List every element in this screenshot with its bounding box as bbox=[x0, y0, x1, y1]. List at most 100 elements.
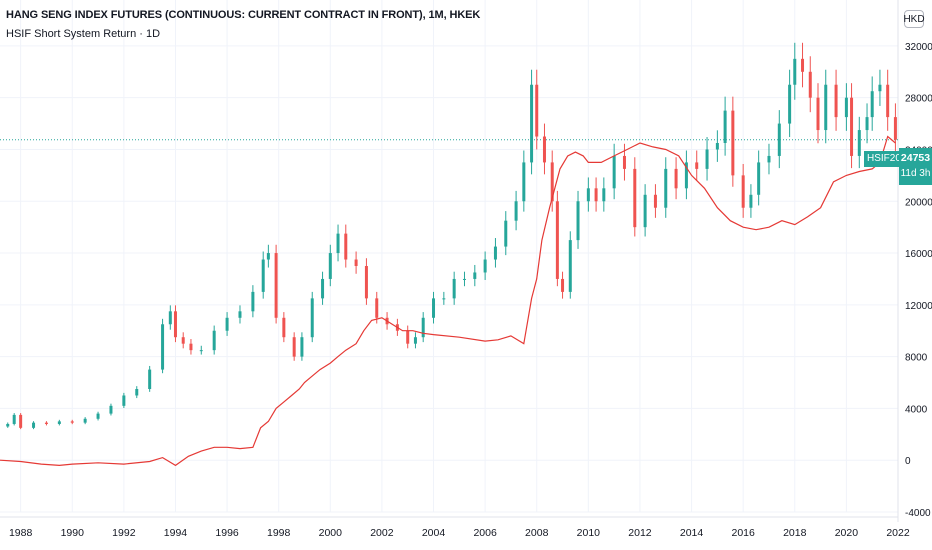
x-tick-label: 1996 bbox=[215, 527, 239, 539]
candle-body bbox=[816, 97, 820, 131]
candle-body bbox=[857, 130, 861, 156]
x-tick-label: 2020 bbox=[835, 527, 859, 539]
y-tick-label: 12000 bbox=[905, 301, 932, 312]
candle-body bbox=[844, 97, 848, 118]
candle-body bbox=[189, 343, 193, 351]
candle-body bbox=[870, 91, 874, 118]
candle-body bbox=[181, 337, 185, 344]
candle-body bbox=[354, 259, 358, 266]
candle-body bbox=[643, 194, 647, 228]
x-tick-label: 1998 bbox=[267, 527, 291, 539]
candle-body bbox=[886, 84, 890, 118]
x-tick-label: 2010 bbox=[577, 527, 601, 539]
x-tick-label: 2022 bbox=[886, 527, 910, 539]
y-tick-label: 32000 bbox=[905, 42, 932, 53]
x-tick-label: 2002 bbox=[370, 527, 394, 539]
candle-body bbox=[568, 240, 572, 292]
candle-body bbox=[57, 421, 61, 424]
candle-body bbox=[653, 194, 657, 208]
candle-body bbox=[344, 233, 348, 260]
candle-body bbox=[493, 246, 497, 260]
candle-body bbox=[633, 168, 637, 228]
candle-body bbox=[266, 253, 270, 260]
y-tick-label: 16000 bbox=[905, 249, 932, 260]
candle-body bbox=[321, 278, 325, 299]
candle-body bbox=[594, 188, 598, 202]
candle-body bbox=[442, 298, 446, 300]
candle-body bbox=[212, 330, 216, 351]
candle-body bbox=[576, 201, 580, 241]
candle-body bbox=[12, 414, 16, 424]
candle-body bbox=[530, 84, 534, 163]
candle-body bbox=[473, 272, 477, 279]
candle-body bbox=[793, 58, 797, 85]
candle-body bbox=[834, 84, 838, 118]
candle-body bbox=[483, 259, 487, 273]
candle-body bbox=[850, 97, 854, 156]
x-tick-label: 2016 bbox=[731, 527, 755, 539]
candle-body bbox=[767, 155, 771, 163]
candle-body bbox=[292, 337, 296, 357]
candle-body bbox=[32, 422, 36, 428]
y-tick-label: 4000 bbox=[905, 404, 928, 415]
candle-body bbox=[328, 253, 332, 279]
candle-body bbox=[664, 168, 668, 208]
x-tick-label: 2008 bbox=[525, 527, 549, 539]
x-tick-label: 2006 bbox=[473, 527, 497, 539]
candle-body bbox=[70, 421, 74, 423]
candle-body bbox=[406, 330, 410, 344]
y-tick-label: 28000 bbox=[905, 94, 932, 105]
candle-body bbox=[749, 194, 753, 208]
candle-body bbox=[173, 311, 177, 338]
x-tick-label: 2012 bbox=[628, 527, 652, 539]
candle-body bbox=[122, 395, 126, 406]
x-tick-label: 1992 bbox=[112, 527, 136, 539]
candle-body bbox=[375, 298, 379, 318]
candle-body bbox=[199, 350, 203, 352]
candle-body bbox=[586, 188, 590, 202]
candle-body bbox=[504, 220, 508, 247]
x-tick-label: 2014 bbox=[680, 527, 704, 539]
candle-body bbox=[336, 233, 340, 254]
candle-body bbox=[801, 58, 805, 72]
y-tick-label: 20000 bbox=[905, 197, 932, 208]
currency-button[interactable]: HKD bbox=[903, 10, 925, 28]
bar-countdown: 11d 3h bbox=[900, 168, 931, 179]
candle-body bbox=[261, 259, 265, 292]
candle-body bbox=[684, 162, 688, 189]
candle-body bbox=[612, 155, 616, 189]
candle-body bbox=[251, 291, 255, 312]
candle-body bbox=[310, 298, 314, 338]
candle-body bbox=[452, 278, 456, 299]
candle-body bbox=[561, 278, 565, 292]
candle-body bbox=[44, 422, 48, 424]
candle-body bbox=[135, 389, 139, 396]
candle-body bbox=[741, 175, 745, 208]
candle-body bbox=[757, 162, 761, 195]
candle-body bbox=[705, 149, 709, 169]
candle-body bbox=[514, 201, 518, 221]
candle-body bbox=[432, 298, 436, 318]
candle-body bbox=[865, 117, 869, 131]
indicator-label[interactable]: HSIF Short System Return · 1D bbox=[6, 28, 161, 40]
x-tick-label: 1988 bbox=[9, 527, 33, 539]
candle-body bbox=[777, 123, 781, 156]
x-tick-label: 1990 bbox=[61, 527, 85, 539]
candle-body bbox=[96, 413, 100, 419]
candle-body bbox=[622, 155, 626, 169]
candle-body bbox=[364, 266, 368, 299]
candle-body bbox=[19, 414, 23, 428]
candle-body bbox=[238, 311, 242, 318]
last-price-value: 24753 bbox=[900, 152, 931, 164]
y-tick-label: 8000 bbox=[905, 353, 928, 364]
candle-body bbox=[83, 418, 87, 423]
candle-body bbox=[723, 110, 727, 143]
candle-body bbox=[522, 162, 526, 202]
candle-body bbox=[6, 423, 10, 427]
x-tick-label: 2004 bbox=[422, 527, 446, 539]
candle-body bbox=[878, 84, 882, 92]
x-tick-label: 2018 bbox=[783, 527, 807, 539]
candle-body bbox=[555, 201, 559, 279]
